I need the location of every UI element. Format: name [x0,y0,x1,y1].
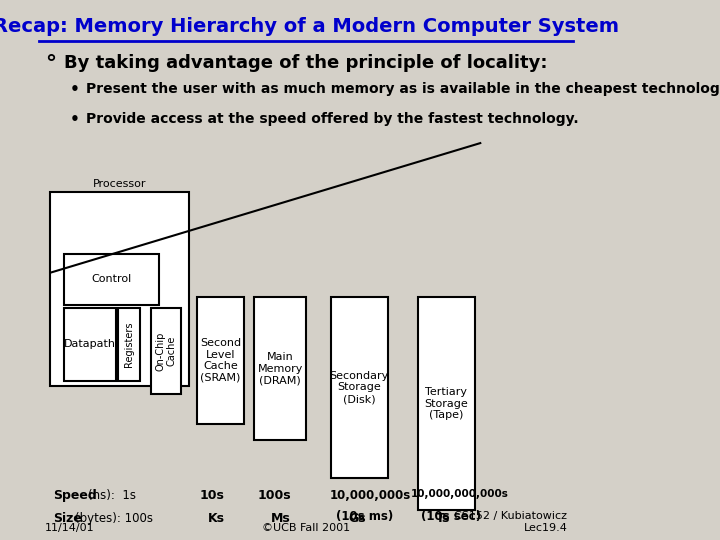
Text: °: ° [45,54,56,74]
Text: 100s: 100s [257,489,291,502]
Text: 11/14/01: 11/14/01 [45,523,94,533]
Text: 10,000,000,000s: 10,000,000,000s [411,489,509,499]
Text: Gs: Gs [348,512,366,525]
Text: Recap: Memory Hierarchy of a Modern Computer System: Recap: Memory Hierarchy of a Modern Comp… [0,17,619,36]
Text: CS152 / Kubiatowicz
Lec19.4: CS152 / Kubiatowicz Lec19.4 [454,511,567,533]
Text: Processor: Processor [93,179,146,189]
Text: Ts: Ts [436,512,450,525]
Text: (ns):  1s: (ns): 1s [89,489,136,502]
Text: Control: Control [91,274,132,285]
Text: Ms: Ms [271,512,290,525]
Text: On-Chip
Cache: On-Chip Cache [156,332,177,370]
Text: Secondary
Storage
(Disk): Secondary Storage (Disk) [330,371,389,404]
FancyBboxPatch shape [418,297,474,510]
Text: Datapath: Datapath [64,339,116,349]
Text: Present the user with as much memory as is available in the cheapest technology.: Present the user with as much memory as … [86,82,720,96]
Text: (bytes): 100s: (bytes): 100s [75,512,153,525]
Text: 10,000,000s: 10,000,000s [330,489,411,502]
Text: •: • [69,82,79,97]
Text: Registers: Registers [125,321,134,367]
Text: Provide access at the speed offered by the fastest technology.: Provide access at the speed offered by t… [86,112,578,126]
Text: (10s ms): (10s ms) [336,510,393,523]
FancyBboxPatch shape [330,297,388,478]
Text: Speed: Speed [53,489,96,502]
Text: Tertiary
Storage
(Tape): Tertiary Storage (Tape) [424,387,468,420]
FancyBboxPatch shape [254,297,306,440]
FancyBboxPatch shape [64,254,159,305]
FancyBboxPatch shape [151,308,181,394]
Text: ©UCB Fall 2001: ©UCB Fall 2001 [262,523,350,533]
Text: 10s: 10s [200,489,225,502]
Text: Second
Level
Cache
(SRAM): Second Level Cache (SRAM) [200,338,241,383]
FancyBboxPatch shape [64,308,116,381]
Text: Size: Size [53,512,82,525]
Text: Ks: Ks [208,512,225,525]
FancyBboxPatch shape [197,297,243,424]
Text: (10s sec): (10s sec) [421,510,482,523]
Text: Main
Memory
(DRAM): Main Memory (DRAM) [258,352,303,385]
FancyBboxPatch shape [50,192,189,386]
Text: •: • [69,112,79,127]
Text: By taking advantage of the principle of locality:: By taking advantage of the principle of … [64,54,547,72]
FancyBboxPatch shape [118,308,140,381]
